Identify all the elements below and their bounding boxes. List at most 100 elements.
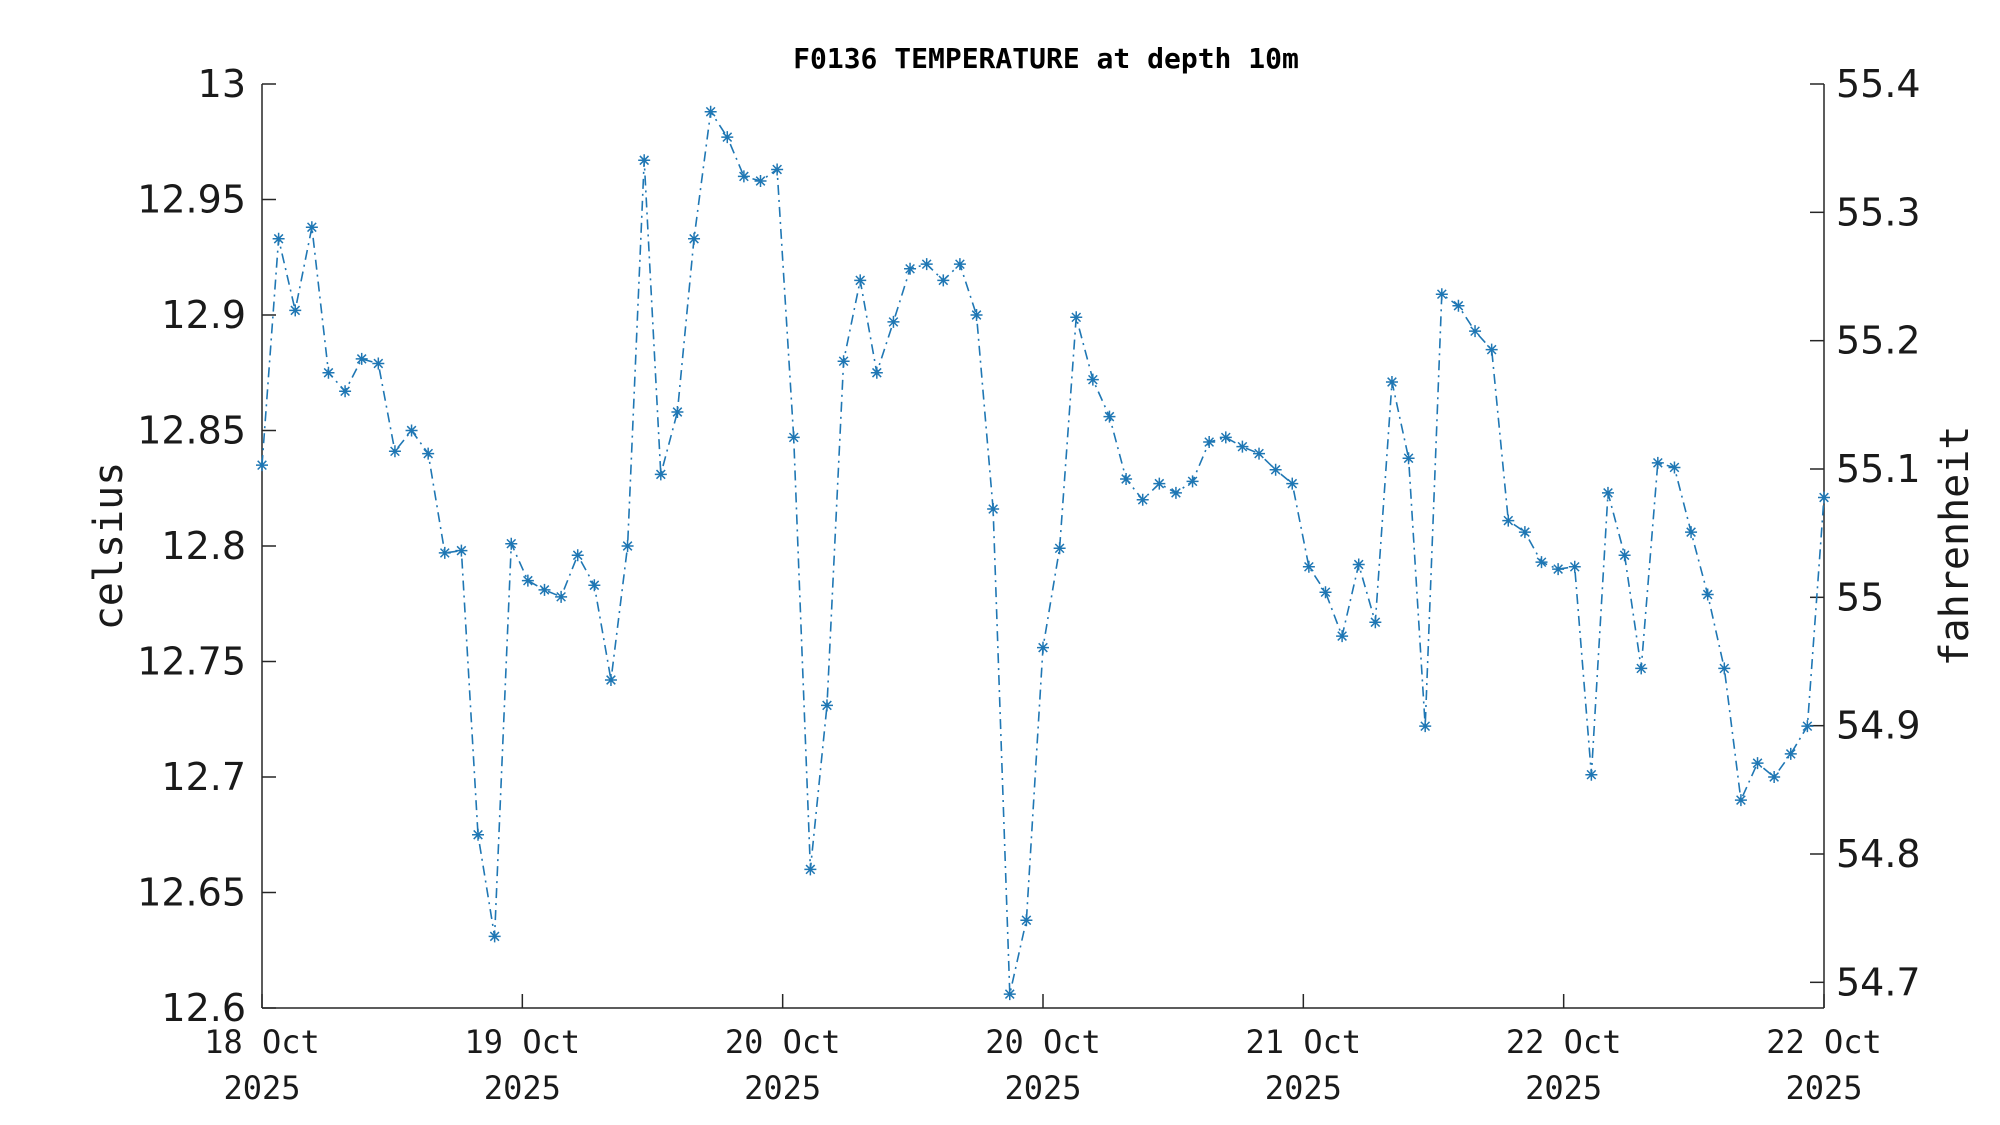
data-point-marker	[754, 175, 767, 188]
data-point-marker	[904, 262, 917, 275]
data-point-marker	[820, 699, 833, 712]
data-point-marker	[1269, 463, 1282, 476]
data-point-marker	[1685, 526, 1698, 539]
right-y-ticks: 54.7 54.8 54.9 55 55.1 55.2 55.3 55.4	[1810, 62, 1921, 1004]
data-point-marker	[1784, 747, 1797, 760]
y2-tick-label: 54.8	[1836, 832, 1921, 876]
y-tick-label: 12.85	[137, 409, 246, 453]
data-point-marker	[538, 583, 551, 596]
data-point-marker	[1768, 771, 1781, 783]
data-point-marker	[671, 406, 684, 419]
data-point-marker	[472, 828, 485, 841]
data-point-marker	[1419, 720, 1432, 733]
x-tick-label-day: 22 Oct	[1506, 1023, 1622, 1061]
data-point-marker	[887, 315, 900, 328]
data-point-marker	[256, 459, 268, 472]
y-tick-label: 12.7	[161, 755, 246, 799]
data-point-marker	[555, 590, 568, 603]
data-point-marker	[604, 673, 617, 686]
data-point-marker	[1369, 616, 1382, 629]
data-point-marker	[339, 385, 352, 398]
left-y-ticks: 12.6 12.65 12.7 12.75 12.8 12.85 12.9 12.95 13	[137, 62, 276, 1030]
data-point-marker	[1435, 288, 1448, 301]
y-tick-label: 12.65	[137, 871, 246, 915]
y2-tick-label: 54.7	[1836, 960, 1921, 1004]
data-point-marker	[654, 468, 667, 481]
data-point-marker	[1003, 988, 1016, 1001]
data-point-marker	[272, 232, 285, 245]
data-point-marker	[704, 105, 717, 118]
data-point-marker	[505, 537, 518, 550]
data-point-marker	[1402, 452, 1415, 465]
data-point-marker	[953, 258, 966, 271]
y2-tick-label: 55.1	[1836, 447, 1921, 491]
data-point-marker	[1535, 556, 1548, 569]
data-point-marker	[1469, 325, 1482, 338]
y2-tick-label: 55.3	[1836, 190, 1921, 234]
data-point-marker	[388, 445, 401, 458]
data-point-marker	[1302, 560, 1315, 573]
data-point-marker	[1070, 311, 1083, 324]
data-point-marker	[1336, 630, 1349, 643]
data-point-marker	[1552, 563, 1565, 576]
data-point-marker	[488, 930, 501, 943]
data-point-marker	[937, 274, 950, 287]
data-point-marker	[1020, 914, 1033, 927]
data-point-marker	[870, 366, 883, 379]
data-point-marker	[422, 447, 435, 460]
y2-tick-label: 55.4	[1836, 62, 1921, 106]
data-point-marker	[1568, 560, 1581, 573]
data-point-marker	[455, 544, 468, 557]
y2-tick-label: 55.2	[1836, 319, 1921, 363]
data-point-marker	[1801, 720, 1814, 733]
temperature-series	[256, 105, 1830, 1001]
data-point-marker	[438, 546, 451, 559]
y2-tick-label: 55	[1836, 575, 1884, 619]
data-point-marker	[721, 131, 734, 144]
data-point-marker	[1485, 343, 1498, 356]
x-tick-label-day: 18 Oct	[204, 1023, 320, 1061]
x-tick-label-year: 2025	[1785, 1069, 1862, 1107]
data-point-marker	[521, 574, 534, 587]
x-tick-label-year: 2025	[223, 1069, 300, 1107]
data-point-marker	[1236, 440, 1249, 453]
x-tick-label-year: 2025	[484, 1069, 561, 1107]
y2-axis-label: fahrenheit	[1932, 426, 1978, 667]
x-tick-label-day: 20 Oct	[725, 1023, 841, 1061]
x-tick-label-year: 2025	[744, 1069, 821, 1107]
data-point-marker	[1103, 410, 1116, 423]
data-point-marker	[771, 163, 784, 176]
data-point-marker	[1734, 794, 1747, 807]
data-point-marker	[1668, 461, 1681, 474]
data-point-marker	[1601, 486, 1614, 499]
data-point-marker	[638, 154, 651, 167]
data-point-marker	[688, 232, 701, 245]
data-point-marker	[1219, 431, 1232, 444]
x-tick-label-year: 2025	[1265, 1069, 1342, 1107]
data-point-marker	[322, 366, 335, 379]
data-point-marker	[1319, 586, 1332, 599]
x-tick-label-day: 20 Oct	[985, 1023, 1101, 1061]
data-point-marker	[920, 258, 933, 271]
data-point-marker	[1037, 641, 1049, 654]
data-point-marker	[405, 424, 418, 437]
data-point-marker	[1253, 447, 1266, 460]
x-tick-label-day: 19 Oct	[465, 1023, 581, 1061]
data-point-marker	[1701, 588, 1714, 601]
data-point-marker	[588, 579, 601, 592]
data-point-marker	[621, 540, 634, 552]
y-tick-label: 12.9	[161, 293, 246, 337]
data-point-marker	[737, 170, 750, 183]
data-point-marker	[372, 357, 385, 370]
series-line	[261, 109, 1825, 995]
data-point-marker	[1618, 549, 1631, 562]
data-point-marker	[1718, 662, 1731, 675]
data-point-marker	[1452, 299, 1465, 312]
y-axis-label: celsius	[86, 462, 132, 631]
x-tick-label-year: 2025	[1525, 1069, 1602, 1107]
data-point-marker	[1585, 768, 1598, 781]
data-point-marker	[970, 309, 983, 321]
data-point-marker	[1818, 491, 1830, 504]
data-point-marker	[355, 352, 368, 365]
data-point-marker	[1651, 456, 1664, 469]
